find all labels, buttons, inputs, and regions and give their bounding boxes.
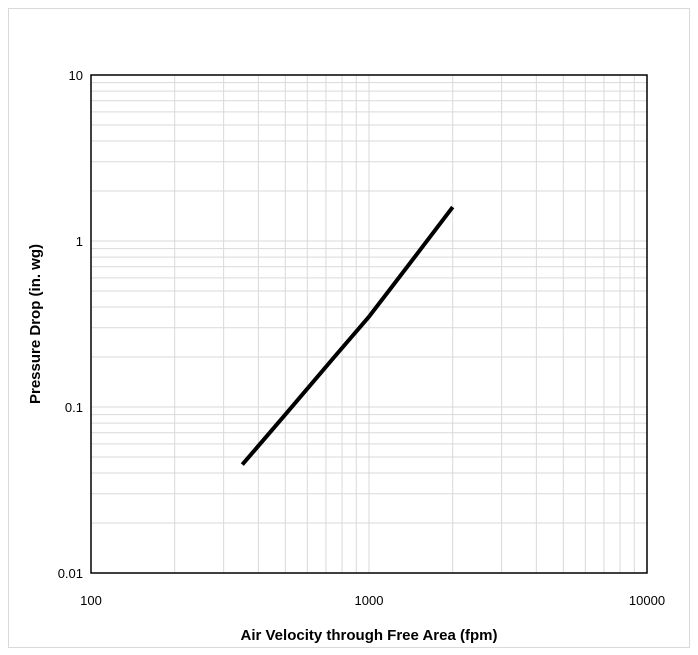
series-line (240, 205, 455, 466)
x-axis-title: Air Velocity through Free Area (fpm) (241, 627, 498, 644)
x-tick-label: 100 (80, 593, 102, 608)
y-axis-title: Pressure Drop (in. wg) (27, 244, 44, 404)
y-tick-label: 0.01 (58, 566, 83, 581)
x-tick-label: 10000 (629, 593, 665, 608)
series-group (240, 205, 455, 466)
plot-area (90, 74, 648, 574)
y-tick-label: 0.1 (65, 400, 83, 415)
y-tick-labels: 0.01 0.1 1 10 (58, 68, 83, 581)
grid (91, 75, 647, 573)
x-tick-label: 1000 (355, 593, 384, 608)
y-tick-label: 1 (76, 234, 83, 249)
x-tick-labels: 100 1000 10000 (80, 593, 665, 608)
y-tick-label: 10 (69, 68, 83, 83)
